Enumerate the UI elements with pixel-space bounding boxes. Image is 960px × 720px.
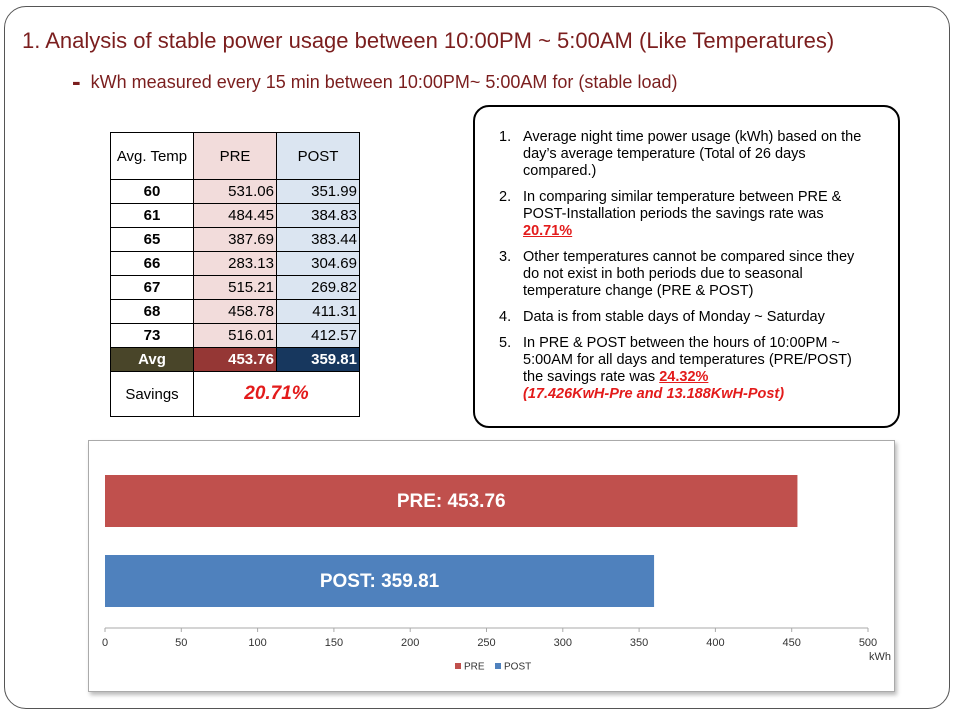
chart-frame (88, 440, 895, 692)
table-cell: 65 (110, 227, 194, 252)
bar-label: POST: 359.81 (320, 571, 440, 592)
note-extra: (17.426KwH-Pre and 13.188KwH-Post) (523, 386, 785, 402)
table-row: 67 515.21 269.82 (110, 275, 360, 300)
avg-cell: 453.76 (193, 347, 277, 372)
subtitle-text: kWh measured every 15 min between 10:00P… (90, 72, 678, 92)
legend-label: POST (504, 662, 531, 673)
note-highlight: 20.71% (523, 223, 573, 239)
x-tick-label: 450 (783, 637, 801, 649)
bar-label: PRE: 453.76 (397, 491, 506, 512)
x-tick-label: 300 (554, 637, 572, 649)
table-cell: 516.01 (193, 323, 277, 348)
avg-row: Avg 453.76 359.81 (110, 347, 360, 372)
note-body: In PRE & POST between the hours of 10:00… (523, 335, 874, 403)
note-highlight: 24.32% (659, 369, 709, 385)
bar (105, 555, 655, 607)
table-cell: 67 (110, 275, 194, 300)
note-body: Average night time power usage (kWh) bas… (523, 129, 874, 180)
note-text: Data is from stable days of Monday ~ Sat… (523, 309, 825, 325)
note-text: In PRE & POST between the hours of 10:00… (523, 335, 852, 385)
legend-swatch (495, 663, 501, 669)
table-cell: 484.45 (193, 203, 277, 228)
table-row: 66 283.13 304.69 (110, 251, 360, 276)
note-item: 4. Data is from stable days of Monday ~ S… (499, 309, 874, 326)
note-item: 3. Other temperatures cannot be compared … (499, 249, 874, 300)
x-tick-label: 50 (175, 637, 187, 649)
note-number: 4. (499, 309, 512, 325)
x-tick-label: 150 (325, 637, 343, 649)
header-cell: Avg. Temp (110, 132, 194, 180)
x-tick-label: 250 (477, 637, 495, 649)
note-text: Other temperatures cannot be compared si… (523, 249, 855, 299)
table-cell: 531.06 (193, 179, 277, 204)
note-item: 2. In comparing similar temperature betwe… (499, 189, 874, 240)
slide-title: 1. Analysis of stable power usage betwee… (22, 28, 835, 53)
slide-subtitle: - kWh measured every 15 min between 10:00… (72, 66, 677, 97)
x-tick-label: 100 (248, 637, 266, 649)
note-number: 3. (499, 249, 512, 265)
table-cell: 383.44 (276, 227, 360, 252)
table-row: 73 516.01 412.57 (110, 323, 360, 348)
slide-frame (4, 6, 950, 709)
bar (105, 475, 798, 527)
note-body: Other temperatures cannot be compared si… (523, 249, 874, 300)
dash: - (72, 66, 81, 96)
table-row: 65 387.69 383.44 (110, 227, 360, 252)
note-number: 5. (499, 335, 512, 351)
note-body: Data is from stable days of Monday ~ Sat… (523, 309, 825, 326)
header-cell: POST (276, 132, 360, 180)
savings-value: 20.71% (193, 371, 360, 417)
note-number: 1. (499, 129, 512, 145)
table-cell: 412.57 (276, 323, 360, 348)
note-text: Average night time power usage (kWh) bas… (523, 129, 862, 179)
table-cell: 61 (110, 203, 194, 228)
table-cell: 269.82 (276, 275, 360, 300)
note-item: 5. In PRE & POST between the hours of 10:… (499, 335, 874, 403)
notes-box: 1. Average night time power usage (kWh) b… (473, 105, 900, 428)
savings-label: Savings (110, 371, 194, 417)
avg-cell: 359.81 (276, 347, 360, 372)
legend-swatch (455, 663, 461, 669)
legend-label: PRE (464, 662, 485, 673)
x-tick-label: 350 (630, 637, 648, 649)
x-tick-label: 0 (102, 637, 108, 649)
note-number: 2. (499, 189, 512, 205)
note-body: In comparing similar temperature between… (523, 189, 874, 240)
data-table: Avg. Temp PRE POST 60 531.06 351.99 61 484.45 38… (110, 132, 360, 417)
table-cell: 387.69 (193, 227, 277, 252)
x-tick-label: 500 (859, 637, 877, 649)
table-cell: 411.31 (276, 299, 360, 324)
note-text: In comparing similar temperature between… (523, 189, 842, 222)
table-cell: 515.21 (193, 275, 277, 300)
table-cell: 283.13 (193, 251, 277, 276)
x-axis-label: kWh (869, 651, 891, 663)
avg-cell: Avg (110, 347, 194, 372)
x-tick-label: 400 (706, 637, 724, 649)
x-tick-label: 200 (401, 637, 419, 649)
note-item: 1. Average night time power usage (kWh) b… (499, 129, 874, 180)
savings-row: Savings 20.71% (110, 371, 360, 417)
header-row: Avg. Temp PRE POST (110, 132, 360, 180)
